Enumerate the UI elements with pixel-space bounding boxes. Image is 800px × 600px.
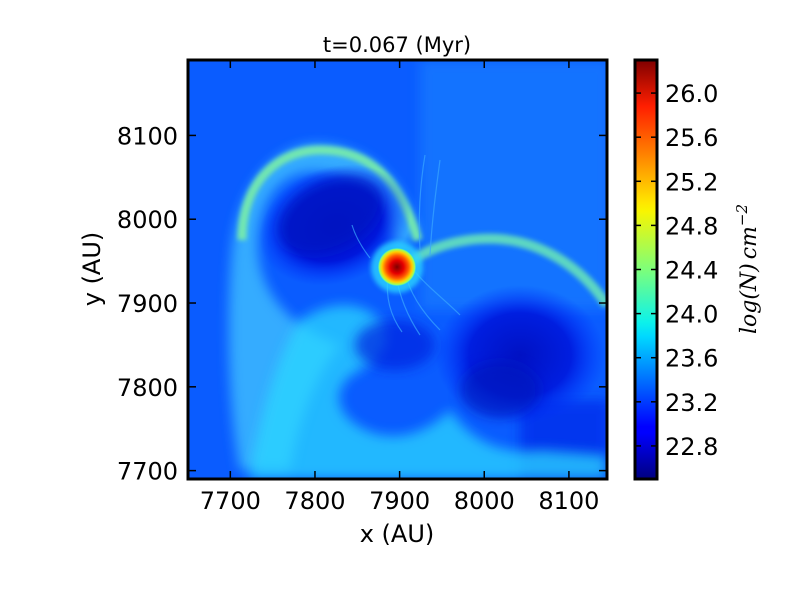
colorbar-label-exponent: −2 [733,204,751,226]
y-tick-label: 7800 [117,374,178,402]
x-tick-label: 8100 [538,487,599,515]
y-axis: 7700 7800 7900 8000 8100 [117,122,607,486]
heatmap-image [188,60,607,479]
x-tick-label: 7800 [284,487,345,515]
colorbar-tick-label: 25.2 [665,168,718,196]
cavity-middle [355,320,435,370]
lower-plume [250,305,607,479]
colorbar-tick-label: 25.6 [665,124,718,152]
x-tick-label: 8000 [454,487,515,515]
y-axis-title: y (AU) [78,232,106,307]
colorbar-tick-label: 24.0 [665,301,718,329]
colorbar-tick-label: 24.4 [665,257,718,285]
x-axis-title: x (AU) [360,520,435,548]
cavity-lower-right-core [460,362,540,418]
x-tick-label: 7700 [200,487,261,515]
colorbar-label-base: log(N) [737,263,762,334]
colorbar-tick-label: 23.2 [665,389,718,417]
x-axis: 7700 7800 7900 8000 8100 [200,60,599,515]
colorbar-tick-label: 23.6 [665,345,718,373]
colorbar-label-unit: cm [737,226,762,259]
plot-title: t=0.067 (Myr) [323,33,471,57]
y-tick-label: 7900 [117,290,178,318]
colorbar-label: log(N) cm−2 [733,204,762,334]
colorbar-tick-label: 22.8 [665,433,718,461]
y-tick-label: 8000 [117,206,178,234]
y-tick-label: 8100 [117,122,178,150]
colorbar-gradient [635,60,657,479]
x-tick-label: 7900 [369,487,430,515]
plot-frame [186,58,609,481]
colorbar-tick-label: 26.0 [665,80,718,108]
colorbar: 22.8 23.2 23.6 24.0 24.4 24.8 25.2 25.6 26.0 [633,58,718,481]
colorbar-ticks: 22.8 23.2 23.6 24.0 24.4 24.8 25.2 25.6 26.0 [635,80,718,461]
arm-east [407,233,607,308]
colorbar-tick-label: 24.8 [665,212,718,240]
central-protostar [378,248,416,286]
y-tick-label: 7700 [117,458,178,486]
